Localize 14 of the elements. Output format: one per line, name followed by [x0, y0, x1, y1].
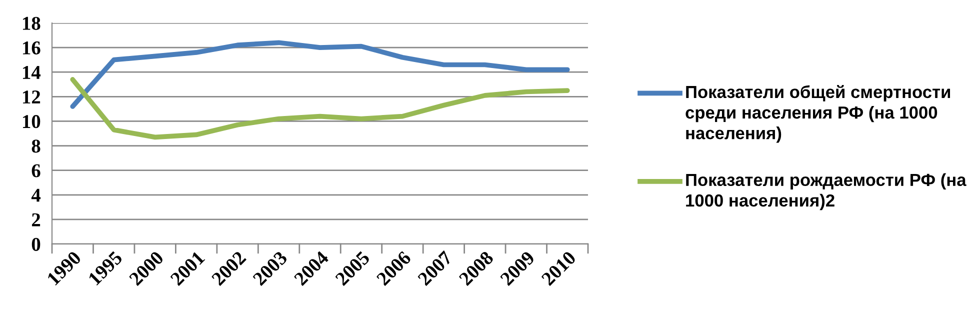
y-tick-label: 16: [23, 41, 40, 54]
line-series: [70, 40, 570, 109]
y-tick-label: 12: [23, 90, 40, 104]
legend-label: Показатели рождаемости РФ (на 1000 населения)2: [686, 173, 966, 210]
y-tick-label: 6: [32, 164, 40, 178]
y-tick-label: 2: [32, 213, 40, 226]
legend-label: Показатели общей смертности среди населения РФ (на 1000 населения): [686, 85, 950, 143]
y-tick-label: 18: [23, 16, 40, 30]
y-tick-label: 10: [23, 115, 40, 128]
line-series: [70, 77, 570, 140]
y-tick-label: 4: [31, 188, 41, 202]
y-tick-label: 0: [32, 238, 40, 251]
y-tick-label: 8: [32, 140, 40, 153]
y-tick-label: 14: [23, 66, 41, 79]
